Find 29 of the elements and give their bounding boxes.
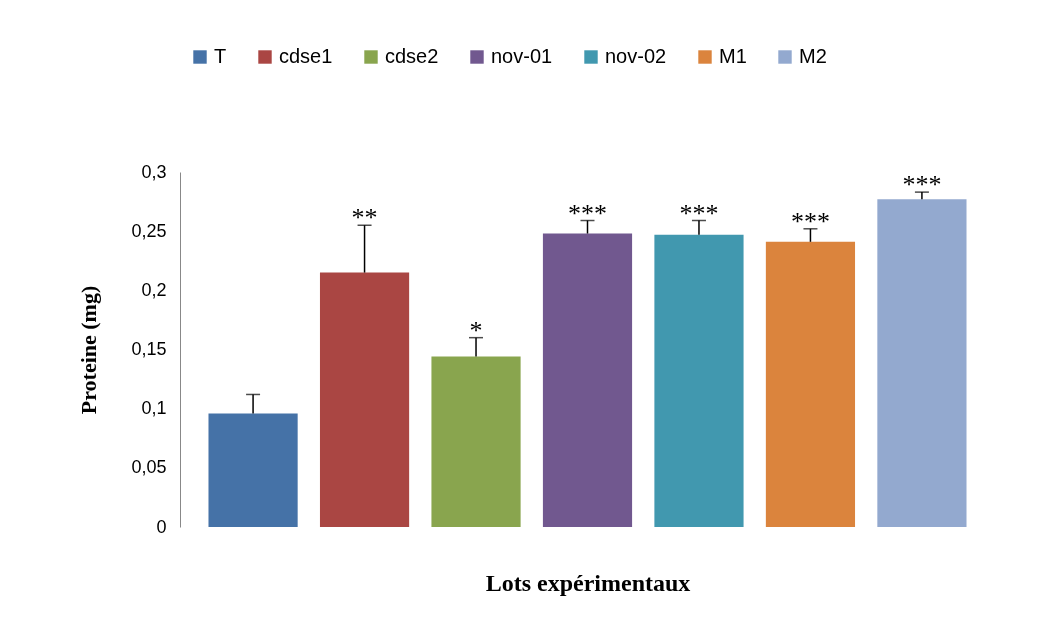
y-tick-label: 0,1 xyxy=(141,398,167,419)
y-axis-title: Proteine (mg) xyxy=(76,285,102,415)
annotation: *** xyxy=(568,198,607,228)
bar xyxy=(765,241,856,527)
bar xyxy=(542,233,633,527)
bar xyxy=(431,356,521,527)
y-tick-label: 0,15 xyxy=(131,339,167,359)
legend-label: cdse1 xyxy=(279,45,333,67)
y-tick-label: 0 xyxy=(156,516,167,537)
y-tick-label: 0,2 xyxy=(141,279,167,300)
legend-label: M1 xyxy=(719,45,747,67)
legend-label: T xyxy=(214,45,227,67)
y-tick-label: 0,25 xyxy=(131,220,167,241)
bar xyxy=(654,234,744,527)
legend-label: cdse2 xyxy=(385,45,439,67)
legend-label: nov-01 xyxy=(491,45,553,67)
annotation: *** xyxy=(679,198,719,228)
legend-label: M2 xyxy=(799,45,827,67)
bar xyxy=(319,272,410,527)
y-tick-label: 0,05 xyxy=(131,457,167,478)
annotation: *** xyxy=(902,170,942,200)
annotation: * xyxy=(469,315,483,345)
annotation: *** xyxy=(790,206,830,236)
annotation: ** xyxy=(351,203,378,233)
bar xyxy=(208,413,298,527)
y-tick-label: 0,3 xyxy=(141,161,167,182)
x-axis-title: Lots expérimentaux xyxy=(485,569,691,596)
bar xyxy=(877,199,967,527)
legend-label: nov-02 xyxy=(605,45,667,67)
